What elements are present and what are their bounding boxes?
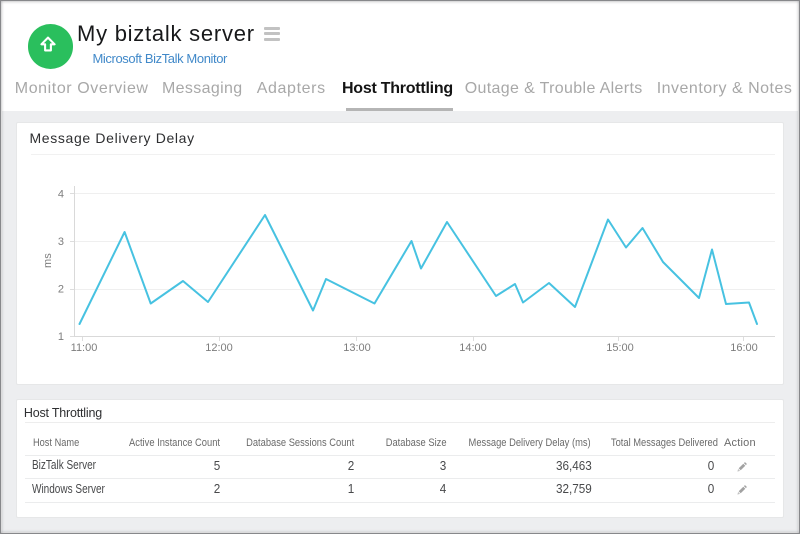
svg-text:15:00: 15:00 bbox=[606, 342, 634, 354]
svg-text:14:00: 14:00 bbox=[459, 342, 487, 354]
svg-text:ms: ms bbox=[42, 253, 54, 268]
svg-text:16:00: 16:00 bbox=[730, 342, 758, 354]
svg-text:1: 1 bbox=[58, 331, 64, 343]
svg-text:3: 3 bbox=[58, 236, 64, 248]
svg-text:12:00: 12:00 bbox=[205, 342, 233, 354]
svg-text:13:00: 13:00 bbox=[343, 342, 371, 354]
svg-text:2: 2 bbox=[58, 284, 64, 296]
svg-text:11:00: 11:00 bbox=[71, 342, 98, 354]
svg-text:4: 4 bbox=[58, 189, 64, 201]
